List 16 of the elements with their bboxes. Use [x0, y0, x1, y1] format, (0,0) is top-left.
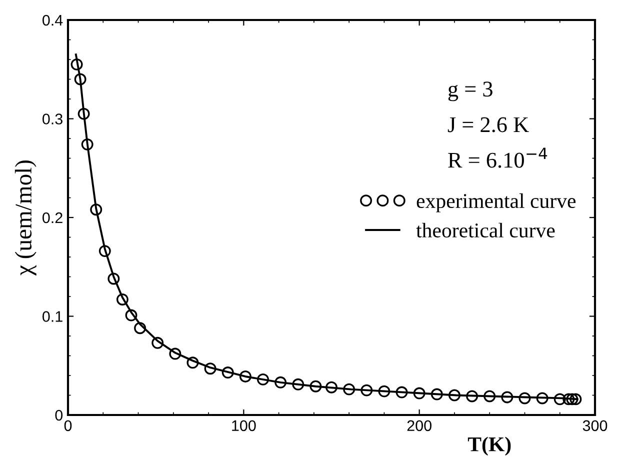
x-tick-label: 300 — [582, 420, 608, 432]
annotation: R = 6.10$^{−4}$ — [448, 148, 548, 168]
y-tick-label: 0 — [55, 410, 63, 421]
y-tick-label: 0.3 — [42, 114, 62, 124]
x-axis-title: T(K) — [468, 436, 511, 456]
y-tick-label: 0.1 — [42, 311, 62, 322]
x-tick-label: 200 — [407, 420, 432, 432]
x-tick-label: 0 — [64, 420, 72, 432]
annotation: J = 2.6 K — [448, 117, 529, 132]
legend-label: theoretical curve — [416, 222, 555, 238]
legend-label: experimental curve — [416, 193, 576, 212]
y-tick-label: 0.2 — [42, 212, 62, 224]
y-tick-label: 0.4 — [42, 14, 63, 26]
annotation: g = 3 — [448, 82, 492, 102]
x-tick-label: 100 — [232, 420, 256, 432]
y-axis-title: χ (uem/mol) — [14, 160, 36, 276]
